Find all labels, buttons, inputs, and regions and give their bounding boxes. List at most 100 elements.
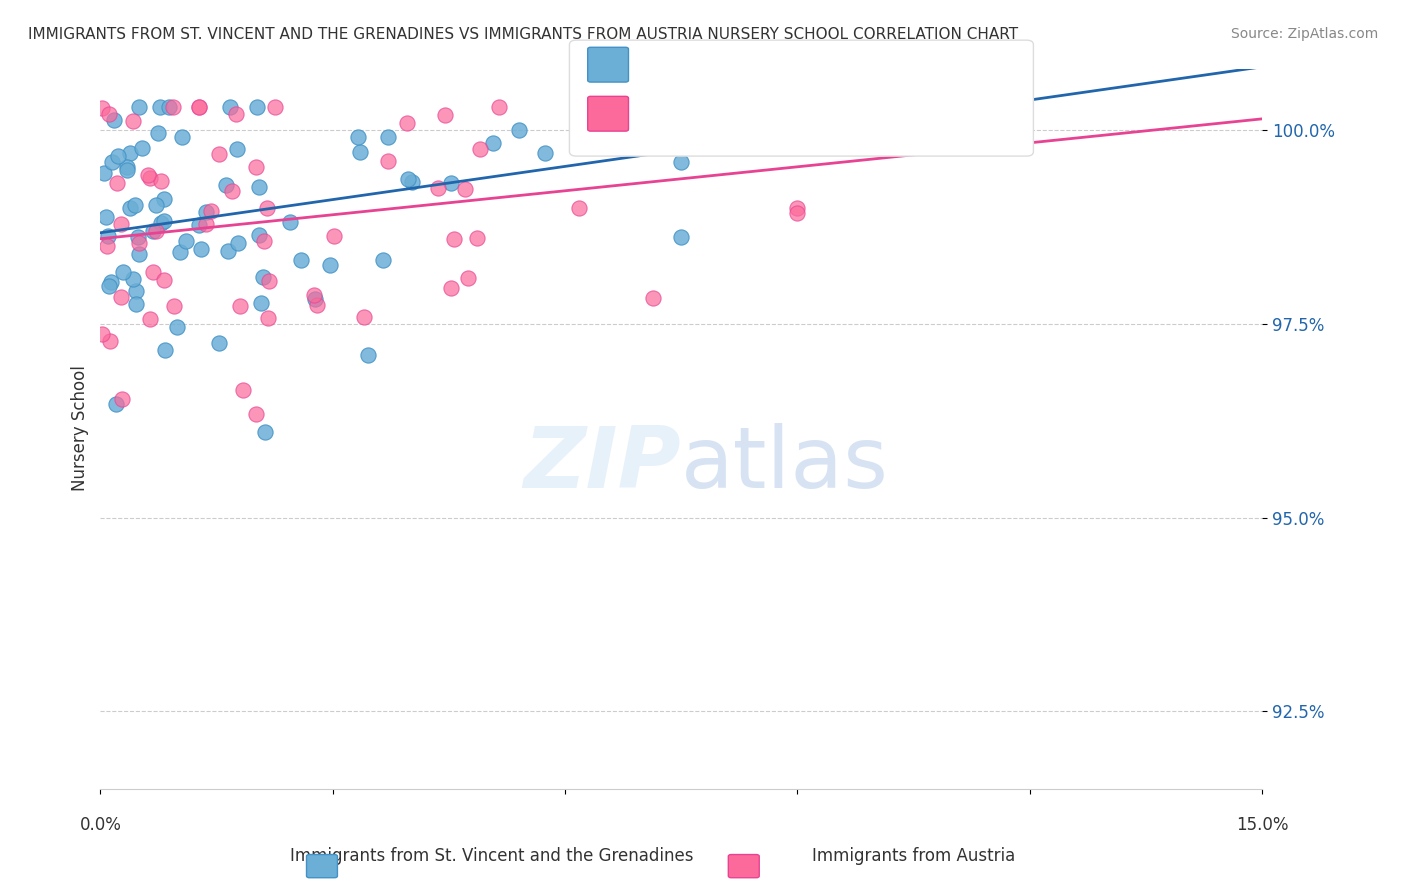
Point (115, 162, 138, 177)
Point (124, 197, 146, 211)
Point (357, 348, 380, 362)
Point (225, 107, 247, 121)
Point (125, 297, 148, 311)
Point (98, 107, 121, 121)
Point (426, 181, 449, 195)
Point (254, 425, 277, 439)
Text: Source: ZipAtlas.com: Source: ZipAtlas.com (1230, 27, 1378, 41)
Point (98, 334, 121, 348)
Point (675, 100, 697, 114)
Point (508, 123, 530, 137)
Point (115, 160, 138, 174)
Point (347, 129, 370, 144)
Point (349, 145, 371, 159)
Point (302, 288, 325, 302)
Point (440, 281, 463, 295)
Point (215, 178, 238, 193)
Point (112, 265, 135, 279)
Text: R =: R = (636, 105, 675, 123)
Point (606, 108, 628, 122)
Text: Immigrants from Austria: Immigrants from Austria (813, 847, 1015, 865)
Point (371, 252, 394, 267)
Point (187, 218, 209, 232)
Point (221, 184, 243, 198)
Point (440, 176, 463, 190)
Point (481, 136, 503, 150)
Point (96, 239, 118, 253)
Text: atlas: atlas (681, 423, 889, 506)
Point (152, 192, 174, 206)
Point (103, 113, 125, 128)
Point (136, 168, 159, 182)
Text: ZIP: ZIP (523, 423, 681, 506)
Point (669, 230, 692, 244)
Text: N =: N = (759, 49, 811, 67)
Point (127, 230, 149, 244)
Point (246, 100, 269, 114)
Point (245, 160, 267, 174)
Point (174, 234, 197, 248)
Point (145, 223, 167, 237)
Point (188, 100, 211, 114)
Point (786, 202, 808, 216)
Point (149, 216, 172, 230)
Point (110, 217, 132, 231)
Point (377, 129, 399, 144)
Text: 0.0%: 0.0% (79, 815, 121, 834)
Point (200, 204, 222, 219)
Point (278, 215, 301, 229)
Point (434, 108, 457, 122)
Point (607, 100, 630, 114)
Point (396, 172, 419, 186)
Point (110, 290, 132, 304)
Point (256, 201, 278, 215)
Point (142, 265, 165, 279)
Point (669, 155, 692, 169)
Point (252, 270, 274, 285)
Point (128, 246, 150, 260)
Point (319, 258, 342, 272)
Point (124, 284, 146, 298)
Point (643, 291, 665, 305)
Point (259, 274, 281, 288)
Point (194, 217, 217, 231)
Point (146, 126, 169, 140)
Point (139, 312, 162, 326)
Text: 0.388: 0.388 (682, 49, 740, 67)
Point (229, 300, 252, 314)
Point (188, 100, 211, 114)
Point (166, 319, 188, 334)
Point (643, 100, 665, 114)
Point (139, 171, 162, 186)
Point (257, 310, 280, 325)
Text: 15.0%: 15.0% (1236, 815, 1288, 834)
Point (786, 206, 808, 220)
Point (353, 310, 375, 324)
Point (322, 229, 344, 244)
Point (465, 230, 488, 244)
Point (226, 235, 249, 250)
Point (128, 100, 150, 114)
Point (443, 231, 465, 245)
Point (150, 173, 173, 187)
Point (93, 166, 115, 180)
Point (578, 100, 600, 114)
Text: N =: N = (759, 105, 811, 123)
Point (118, 146, 141, 161)
Point (100, 275, 122, 289)
Point (786, 100, 808, 114)
Point (225, 142, 247, 156)
Point (290, 252, 312, 267)
Point (118, 202, 141, 216)
Point (568, 201, 591, 215)
Text: IMMIGRANTS FROM ST. VINCENT AND THE GRENADINES VS IMMIGRANTS FROM AUSTRIA NURSER: IMMIGRANTS FROM ST. VINCENT AND THE GREN… (28, 27, 1018, 42)
Point (107, 149, 129, 163)
Point (249, 228, 271, 243)
Point (232, 383, 254, 397)
Point (613, 100, 636, 114)
Point (377, 154, 399, 169)
Point (111, 392, 134, 406)
Point (488, 100, 510, 114)
Point (97, 278, 120, 293)
Point (101, 155, 124, 169)
